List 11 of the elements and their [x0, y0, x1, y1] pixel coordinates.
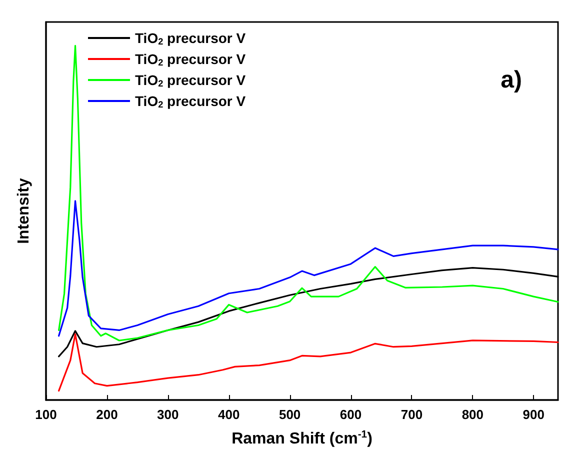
x-tick-label: 500 [278, 407, 301, 422]
x-tick-label: 300 [157, 407, 179, 422]
x-tick-label: 900 [522, 407, 544, 422]
annotation: a) [500, 66, 522, 94]
x-tick-label: 700 [400, 407, 423, 422]
x-tick-label: 200 [96, 407, 118, 422]
x-tick-label: 800 [462, 407, 484, 422]
x-tick-label: 100 [35, 407, 57, 422]
x-tick-label: 400 [218, 407, 240, 422]
x-tick-label: 600 [340, 407, 362, 422]
y-axis-title: Intensity [16, 178, 32, 244]
